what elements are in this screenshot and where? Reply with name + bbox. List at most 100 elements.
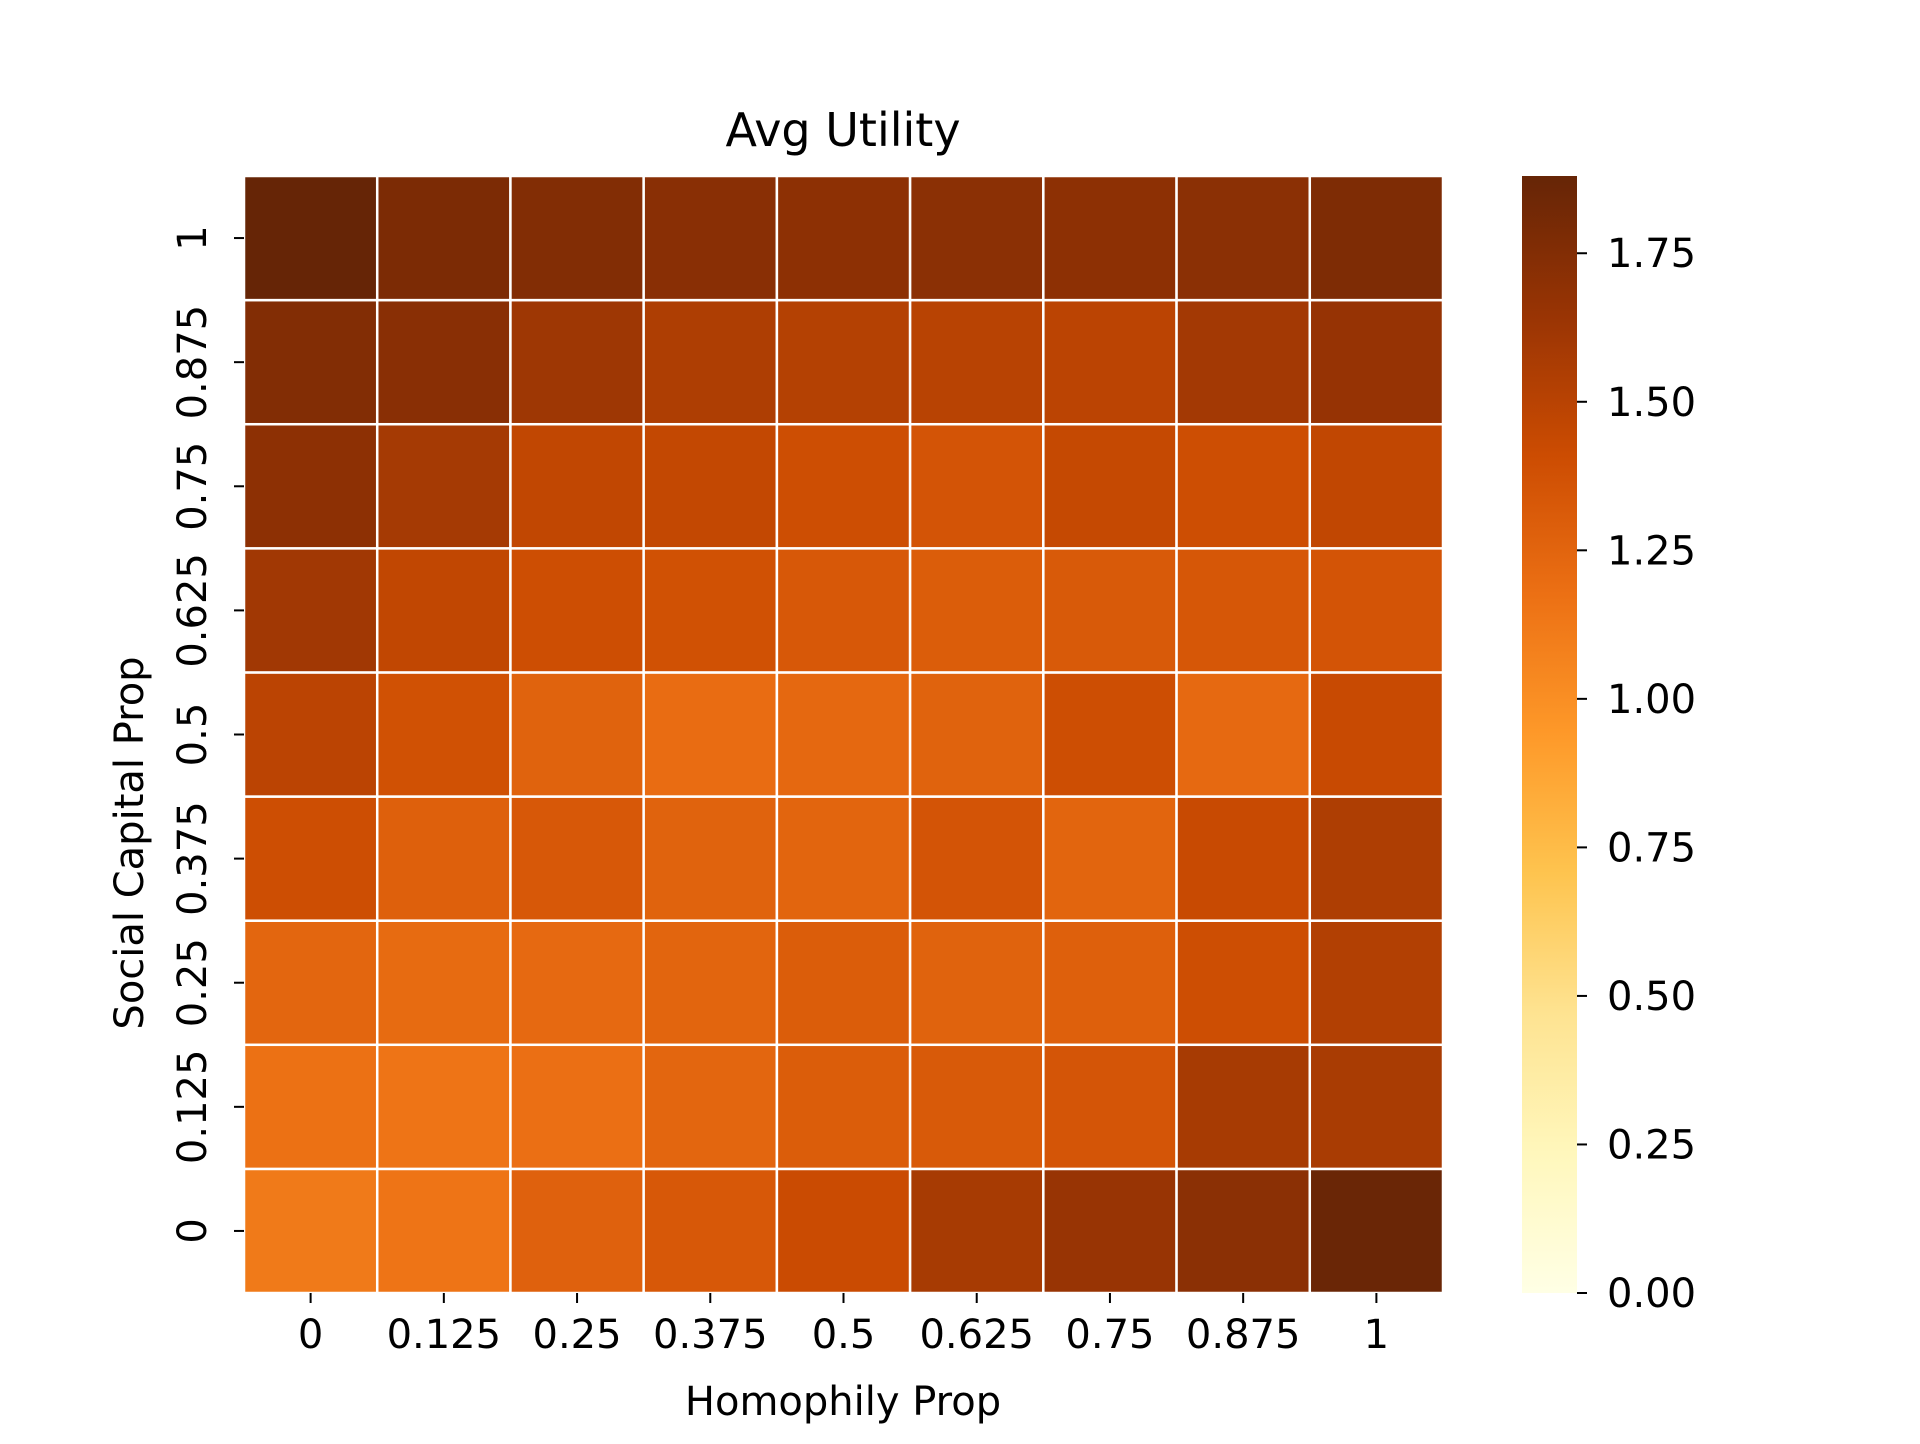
heatmap-cell bbox=[1175, 671, 1312, 798]
heatmap-cell bbox=[1042, 174, 1178, 302]
heatmap-cell bbox=[1308, 795, 1445, 922]
x-tick-label: 1 bbox=[1364, 1312, 1389, 1358]
heatmap-cell bbox=[642, 919, 779, 1047]
y-tick-label: 0.5 bbox=[170, 703, 216, 767]
heatmap-cell bbox=[1308, 919, 1445, 1047]
x-tick-label: 0.625 bbox=[919, 1312, 1034, 1358]
heatmap-cell bbox=[775, 547, 912, 674]
heatmap-cell bbox=[1175, 298, 1312, 426]
y-axis-ticks: 0 0.125 0.25 0.375 0.5 0.625 0.75 0.875 1 bbox=[170, 225, 244, 1244]
heatmap-cell bbox=[242, 422, 379, 550]
heatmap-cell bbox=[375, 547, 512, 674]
x-tick-label: 0.5 bbox=[812, 1312, 876, 1358]
heatmap-cell bbox=[375, 671, 512, 798]
heatmap-cell bbox=[908, 1167, 1045, 1295]
heatmap-cell bbox=[509, 174, 645, 302]
colorbar-tick-label: 1.00 bbox=[1607, 677, 1696, 723]
x-tick-label: 0.75 bbox=[1065, 1312, 1154, 1358]
heatmap-cell bbox=[509, 795, 645, 922]
heatmap-cell bbox=[775, 174, 912, 302]
heatmap-cell bbox=[1175, 1043, 1312, 1171]
heatmap-cell bbox=[1308, 671, 1445, 798]
heatmap-cell bbox=[1308, 298, 1445, 426]
y-tick-label: 0 bbox=[170, 1218, 216, 1243]
heatmap-cell bbox=[1308, 1167, 1445, 1295]
heatmap-cell bbox=[1308, 422, 1445, 550]
y-tick-label: 0.75 bbox=[170, 442, 216, 531]
heatmap-cell bbox=[1175, 174, 1312, 302]
heatmap-cell bbox=[1042, 547, 1178, 674]
heatmap-cell bbox=[642, 1167, 779, 1295]
x-tick-label: 0.875 bbox=[1186, 1312, 1301, 1358]
colorbar-tick-label: 1.50 bbox=[1607, 380, 1696, 426]
heatmap-cell bbox=[509, 422, 645, 550]
colorbar-tick-label: 0.25 bbox=[1607, 1122, 1696, 1168]
heatmap-cell bbox=[375, 298, 512, 426]
heatmap-cell bbox=[775, 1167, 912, 1295]
heatmap-cell bbox=[908, 298, 1045, 426]
chart-title: Avg Utility bbox=[725, 103, 960, 157]
heatmap-cell bbox=[1308, 1043, 1445, 1171]
colorbar-tick-label: 0.00 bbox=[1607, 1271, 1696, 1317]
heatmap-cell bbox=[1175, 1167, 1312, 1295]
heatmap-cell bbox=[908, 547, 1045, 674]
colorbar-tick-label: 0.75 bbox=[1607, 825, 1696, 871]
heatmap-cell bbox=[775, 795, 912, 922]
heatmap-cell bbox=[1308, 174, 1445, 302]
x-tick-label: 0.25 bbox=[533, 1312, 622, 1358]
heatmap-cell bbox=[908, 174, 1045, 302]
x-tick-label: 0 bbox=[298, 1312, 323, 1358]
heatmap-cell bbox=[1042, 422, 1178, 550]
heatmap-cell bbox=[1175, 547, 1312, 674]
y-tick-label: 0.25 bbox=[170, 938, 216, 1027]
heatmap-cell bbox=[1042, 1167, 1178, 1295]
heatmap-cell bbox=[1042, 919, 1178, 1047]
heatmap-cell bbox=[775, 422, 912, 550]
heatmap-cell bbox=[242, 1043, 379, 1171]
heatmap-cell bbox=[908, 671, 1045, 798]
heatmap-cell bbox=[375, 174, 512, 302]
heatmap-cells bbox=[242, 174, 1445, 1295]
y-tick-label: 0.875 bbox=[170, 305, 216, 420]
heatmap-cell bbox=[908, 795, 1045, 922]
heatmap-cell bbox=[775, 919, 912, 1047]
heatmap-cell bbox=[242, 795, 379, 922]
heatmap-cell bbox=[642, 422, 779, 550]
y-axis-label: Social Capital Prop bbox=[107, 656, 153, 1029]
x-axis-label: Homophily Prop bbox=[685, 1379, 1001, 1425]
y-tick-label: 1 bbox=[170, 225, 216, 250]
x-tick-label: 0.375 bbox=[653, 1312, 768, 1358]
heatmap-cell bbox=[1308, 547, 1445, 674]
heatmap-cell bbox=[509, 298, 645, 426]
heatmap-cell bbox=[775, 1043, 912, 1171]
heatmap-cell bbox=[242, 1167, 379, 1295]
heatmap-cell bbox=[642, 298, 779, 426]
heatmap-cell bbox=[509, 1043, 645, 1171]
heatmap-cell bbox=[1042, 1043, 1178, 1171]
heatmap-cell bbox=[242, 547, 379, 674]
heatmap-cell bbox=[509, 1167, 645, 1295]
heatmap-cell bbox=[509, 671, 645, 798]
heatmap-cell bbox=[375, 795, 512, 922]
heatmap-cell bbox=[1042, 671, 1178, 798]
colorbar-tick-label: 1.75 bbox=[1607, 231, 1696, 277]
colorbar-ticks: 0.00 0.25 0.50 0.75 1.00 1.25 1.50 1.75 bbox=[1577, 231, 1696, 1317]
y-tick-label: 0.375 bbox=[170, 801, 216, 916]
heatmap-cell bbox=[908, 1043, 1045, 1171]
heatmap-cell bbox=[375, 919, 512, 1047]
heatmap-cell bbox=[642, 174, 779, 302]
colorbar-tick-label: 1.25 bbox=[1607, 528, 1696, 574]
heatmap-cell bbox=[375, 1043, 512, 1171]
heatmap-cell bbox=[242, 671, 379, 798]
heatmap-cell bbox=[375, 1167, 512, 1295]
heatmap-cell bbox=[642, 671, 779, 798]
heatmap-cell bbox=[1175, 795, 1312, 922]
colorbar bbox=[1522, 176, 1577, 1293]
heatmap-cell bbox=[242, 174, 379, 302]
heatmap-cell bbox=[908, 919, 1045, 1047]
heatmap-cell bbox=[375, 422, 512, 550]
heatmap-cell bbox=[242, 919, 379, 1047]
heatmap-cell bbox=[242, 298, 379, 426]
heatmap-cell bbox=[509, 919, 645, 1047]
y-tick-label: 0.125 bbox=[170, 1050, 216, 1165]
